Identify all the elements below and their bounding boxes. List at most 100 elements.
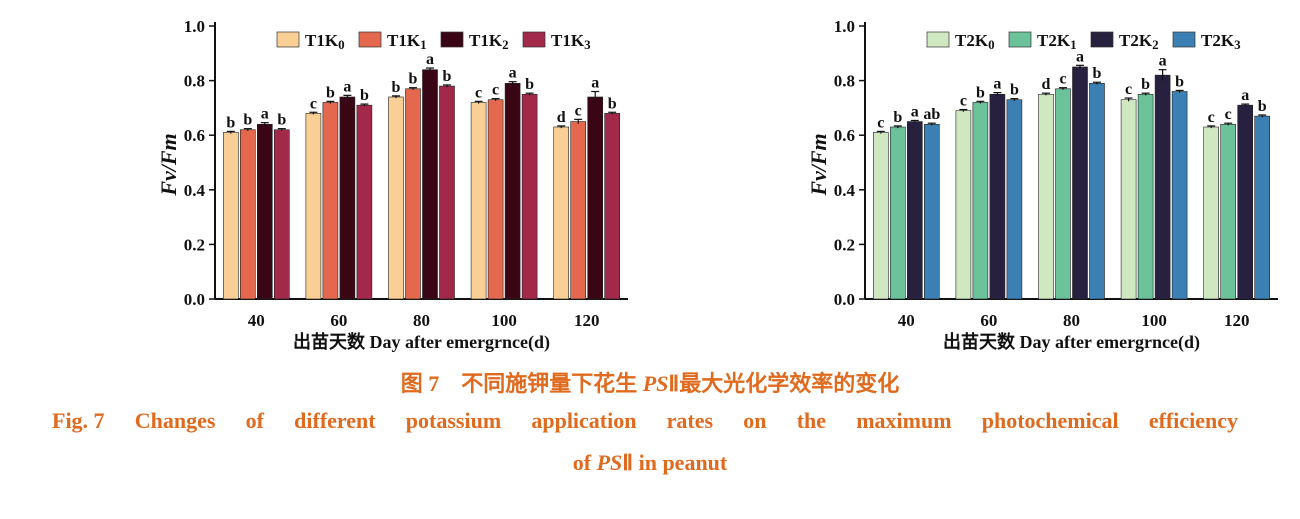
significance-letter: b xyxy=(360,87,369,104)
bar xyxy=(989,93,1006,300)
legend-swatch xyxy=(1008,31,1032,48)
legend-label-sub: 3 xyxy=(1234,37,1241,52)
bar xyxy=(553,126,570,300)
legend-label-main: T2K xyxy=(1119,31,1153,50)
bar xyxy=(339,96,356,300)
significance-letter: b xyxy=(409,71,418,88)
caption-en-word: of xyxy=(245,408,264,433)
caption-cn-ps: PS xyxy=(642,371,669,396)
x-tick-label: 80 xyxy=(413,311,430,330)
significance-letter: a xyxy=(261,106,269,123)
x-tick-label: 120 xyxy=(1224,311,1250,330)
significance-letter: b xyxy=(1175,73,1184,90)
significance-letter: c xyxy=(575,102,582,119)
bar xyxy=(487,99,504,300)
y-tick-label: 0.2 xyxy=(184,235,205,254)
significance-letter: a xyxy=(993,76,1001,93)
y-tick-label: 1.0 xyxy=(834,17,855,36)
legend-label-main: T1K xyxy=(469,31,503,50)
legend-label-sub: 0 xyxy=(988,37,995,52)
bar xyxy=(906,121,923,300)
significance-letter: b xyxy=(608,95,617,112)
significance-letter: d xyxy=(1042,76,1051,93)
significance-letter: b xyxy=(326,84,335,101)
caption-en-word: the xyxy=(796,408,827,433)
legend-label-sub: 0 xyxy=(338,37,345,52)
significance-letter: b xyxy=(243,112,252,129)
bar xyxy=(1072,66,1088,300)
bar xyxy=(1089,83,1105,300)
significance-letter: c xyxy=(1208,109,1215,126)
y-tick-label: 0.0 xyxy=(834,290,855,309)
bar xyxy=(1120,99,1137,300)
caption-en-word: potassium xyxy=(405,408,502,433)
bar xyxy=(388,96,404,300)
legend-label-sub: 2 xyxy=(502,37,509,52)
legend-swatch xyxy=(1172,31,1196,48)
legend-label-main: T1K xyxy=(305,31,339,50)
legend-swatch xyxy=(440,31,464,48)
x-tick-label: 40 xyxy=(898,311,915,330)
x-axis-label: 出苗天数 Day after emergrnce(d) xyxy=(943,331,1200,353)
bar xyxy=(873,132,889,300)
legend-swatch xyxy=(926,31,950,48)
bar xyxy=(972,102,989,300)
bar xyxy=(1254,115,1271,300)
caption-cn-prefix: 图 7 不同施钾量下花生 xyxy=(400,371,643,396)
bar xyxy=(405,88,421,300)
significance-letter: c xyxy=(1125,81,1132,98)
bar xyxy=(890,126,906,300)
caption-en-word: Changes xyxy=(134,408,216,433)
significance-letter: a xyxy=(343,78,351,95)
significance-letter: c xyxy=(1059,71,1066,88)
significance-letter: c xyxy=(492,82,499,99)
bar xyxy=(356,104,373,300)
significance-letter: b xyxy=(1141,76,1150,93)
legend-label-main: T2K xyxy=(955,31,989,50)
legend-label-main: T2K xyxy=(1201,31,1235,50)
bar xyxy=(570,121,587,300)
x-tick-label: 40 xyxy=(248,311,265,330)
y-tick-label: 1.0 xyxy=(184,17,205,36)
caption-en-word: application xyxy=(531,408,637,433)
bar xyxy=(955,110,972,300)
legend-swatch xyxy=(358,31,382,48)
legend-label-main: T1K xyxy=(387,31,421,50)
bar xyxy=(504,83,521,300)
y-tick-label: 0.8 xyxy=(834,72,855,91)
caption-en-word: photochemical xyxy=(981,408,1119,433)
x-tick-label: 100 xyxy=(1141,311,1167,330)
significance-letter: c xyxy=(960,93,967,110)
bar xyxy=(273,129,290,300)
significance-letter: c xyxy=(310,95,317,112)
significance-letter: a xyxy=(426,51,434,68)
bar xyxy=(422,69,438,300)
significance-letter: a xyxy=(591,75,599,92)
significance-letter: b xyxy=(1258,98,1267,115)
y-tick-label: 0.2 xyxy=(834,235,855,254)
x-tick-label: 60 xyxy=(980,311,997,330)
legend-label: T2K0 xyxy=(955,31,995,52)
bar xyxy=(305,113,322,300)
y-tick-label: 0.8 xyxy=(184,72,205,91)
bar xyxy=(470,102,487,300)
y-tick-label: 0.0 xyxy=(184,290,205,309)
bar xyxy=(256,123,273,300)
caption-en-ps: PS xyxy=(596,450,623,475)
significance-letter: b xyxy=(392,79,401,96)
bar xyxy=(223,132,239,300)
x-tick-label: 80 xyxy=(1063,311,1080,330)
bar xyxy=(1203,126,1220,300)
bar xyxy=(322,102,339,300)
significance-letter: b xyxy=(976,84,985,101)
legend-label-main: T2K xyxy=(1037,31,1071,50)
bar xyxy=(1038,93,1054,300)
significance-letter: b xyxy=(525,76,534,93)
figure-caption-chinese: 图 7 不同施钾量下花生 PSⅡ最大光化学效率的变化 xyxy=(0,366,1300,398)
significance-letter: c xyxy=(475,84,482,101)
legend-label: T1K2 xyxy=(469,31,509,52)
bar xyxy=(604,113,621,300)
bar xyxy=(521,93,538,300)
legend-swatch xyxy=(522,31,546,48)
caption-cn-suffix: Ⅱ最大光化学效率的变化 xyxy=(668,371,900,396)
